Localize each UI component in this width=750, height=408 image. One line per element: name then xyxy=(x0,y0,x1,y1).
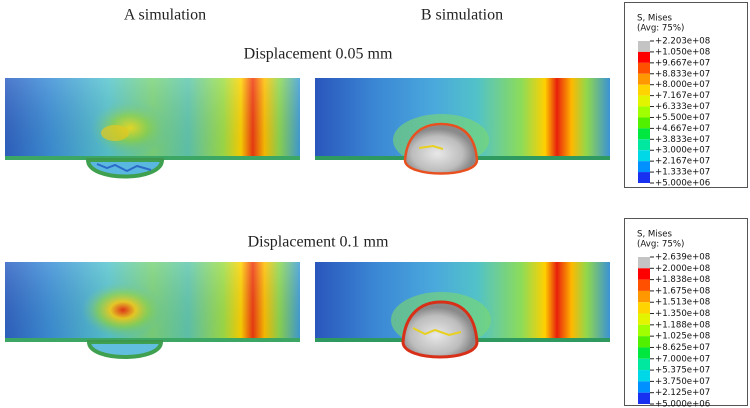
legend-label: +1.675e+08 xyxy=(655,286,710,296)
color-band xyxy=(638,347,650,359)
color-band xyxy=(638,290,650,303)
color-band xyxy=(638,62,650,74)
legend-label: +5.000e+06 xyxy=(655,179,710,189)
color-band xyxy=(638,172,650,183)
color-band xyxy=(638,370,650,382)
legend-label: +1.838e+08 xyxy=(655,275,710,285)
legend-label: +1.050e+08 xyxy=(655,47,710,57)
column-label: B simulation xyxy=(421,7,503,24)
color-band xyxy=(638,279,650,291)
color-band xyxy=(638,161,650,173)
color-band xyxy=(638,117,650,129)
color-band xyxy=(638,128,650,140)
color-band xyxy=(638,358,650,371)
legend-label: +8.625e+07 xyxy=(655,343,710,353)
legend-subtitle: (Avg: 75%) xyxy=(637,240,684,250)
color-band xyxy=(638,106,650,118)
color-band xyxy=(638,313,650,325)
legend-label: +1.025e+08 xyxy=(655,332,710,342)
color-band xyxy=(638,257,650,269)
row-caption: Displacement 0.1 mm xyxy=(248,234,389,251)
legend-title: S, Mises xyxy=(637,230,672,240)
legend-label: +2.639e+08 xyxy=(655,253,710,263)
contour-b-1 xyxy=(315,78,610,175)
contour-a-2 xyxy=(5,262,300,359)
legend-label: +2.167e+07 xyxy=(655,157,710,167)
color-band xyxy=(638,268,650,280)
legend-label: +1.188e+08 xyxy=(655,320,710,330)
row-caption: Displacement 0.05 mm xyxy=(244,46,393,63)
color-band xyxy=(638,302,650,314)
color-band xyxy=(638,381,650,393)
legend-label: +9.667e+07 xyxy=(655,58,710,68)
legend-label: +1.333e+07 xyxy=(655,168,710,178)
legend-label: +5.500e+07 xyxy=(655,113,710,123)
contour-b-2 xyxy=(315,262,610,359)
legend-label: +2.203e+08 xyxy=(655,37,710,47)
contour-a-1 xyxy=(5,78,300,179)
legend-label: +2.000e+08 xyxy=(655,264,710,274)
legend-label: +4.667e+07 xyxy=(655,124,710,134)
legend-label: +6.333e+07 xyxy=(655,102,710,112)
legend-label: +3.750e+07 xyxy=(655,377,710,387)
legend-label: +5.000e+06 xyxy=(655,400,710,408)
color-band xyxy=(638,73,650,85)
color-band xyxy=(638,51,650,63)
legend-label: +1.513e+08 xyxy=(655,298,710,308)
color-band xyxy=(638,392,650,404)
color-band xyxy=(638,336,650,348)
legend-label: +8.833e+07 xyxy=(655,69,710,79)
legend-label: +7.167e+07 xyxy=(655,91,710,101)
color-band xyxy=(638,150,650,162)
legends: S, Mises(Avg: 75%)+2.203e+08+1.050e+08+9… xyxy=(637,14,710,408)
legend-label: +7.000e+07 xyxy=(655,354,710,364)
legend-label: +3.833e+07 xyxy=(655,135,710,145)
legend-label: +5.375e+07 xyxy=(655,366,710,376)
color-band xyxy=(638,95,650,107)
color-band xyxy=(638,84,650,96)
column-label: A simulation xyxy=(124,7,206,24)
legend-label: +1.350e+08 xyxy=(655,309,710,319)
color-band xyxy=(638,139,650,151)
legend-subtitle: (Avg: 75%) xyxy=(637,24,684,34)
color-band xyxy=(638,324,650,337)
legend-label: +3.000e+07 xyxy=(655,146,710,156)
legend-title: S, Mises xyxy=(637,14,672,24)
color-band xyxy=(638,41,650,52)
legend-label: +8.000e+07 xyxy=(655,80,710,90)
legend-label: +2.125e+07 xyxy=(655,388,710,398)
